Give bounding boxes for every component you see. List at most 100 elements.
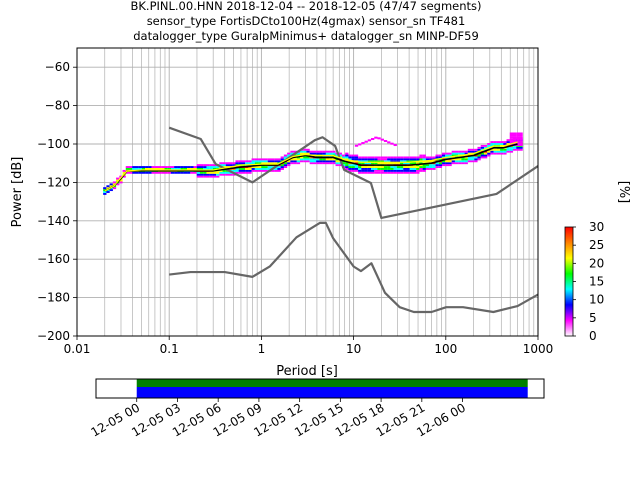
density-cell bbox=[387, 160, 391, 163]
density-cell bbox=[377, 169, 381, 172]
density-cell bbox=[248, 168, 252, 170]
density-cell bbox=[451, 160, 455, 163]
density-cell bbox=[332, 160, 336, 163]
density-cell bbox=[416, 156, 420, 159]
density-cell bbox=[380, 168, 384, 170]
y-tick-label: −60 bbox=[45, 60, 70, 74]
density-cell bbox=[503, 141, 507, 144]
density-cell bbox=[306, 150, 310, 153]
density-cell bbox=[480, 146, 485, 149]
density-cell bbox=[503, 143, 507, 145]
density-cell bbox=[422, 154, 426, 157]
density-cell bbox=[293, 160, 297, 163]
colorbar-tick-label: 0 bbox=[589, 329, 597, 343]
density-cell bbox=[406, 166, 410, 168]
density-cell bbox=[396, 168, 401, 170]
density-cell bbox=[125, 168, 130, 170]
density-cell bbox=[132, 166, 136, 168]
density-cell bbox=[245, 169, 249, 172]
density-cell bbox=[351, 168, 355, 170]
density-cell bbox=[364, 156, 368, 159]
density-cell bbox=[506, 141, 510, 144]
density-cell bbox=[145, 168, 149, 170]
density-cell bbox=[358, 158, 362, 161]
density-cell bbox=[222, 169, 226, 172]
density-cell bbox=[490, 152, 494, 155]
density-cell bbox=[290, 160, 294, 163]
density-cell bbox=[458, 162, 462, 165]
density-cell bbox=[229, 173, 233, 176]
density-cell bbox=[222, 162, 226, 165]
y-tick-label: −200 bbox=[37, 329, 70, 343]
density-cell bbox=[374, 171, 378, 174]
density-cell bbox=[374, 169, 378, 172]
density-cell bbox=[516, 144, 520, 146]
density-cell bbox=[445, 154, 449, 157]
density-cell bbox=[216, 166, 220, 168]
density-cell bbox=[354, 164, 359, 167]
density-cell bbox=[212, 166, 217, 168]
density-cell bbox=[296, 162, 301, 165]
density-cell bbox=[377, 168, 381, 170]
density-cell bbox=[274, 158, 278, 161]
density-cell bbox=[219, 171, 223, 174]
colorbar-tick-label: 30 bbox=[589, 220, 604, 234]
density-cell bbox=[409, 156, 414, 159]
density-cell bbox=[438, 162, 443, 165]
density-cell bbox=[370, 171, 375, 174]
density-cell bbox=[406, 158, 410, 161]
density-cell bbox=[251, 162, 255, 165]
density-cell bbox=[167, 166, 171, 168]
density-cell bbox=[348, 169, 352, 172]
density-cell bbox=[161, 168, 165, 170]
density-cell bbox=[496, 141, 501, 144]
density-cell bbox=[358, 169, 362, 172]
density-cell bbox=[183, 168, 188, 170]
density-cell bbox=[396, 162, 401, 165]
density-cell bbox=[348, 158, 352, 161]
density-cell bbox=[509, 134, 514, 137]
density-cell bbox=[164, 166, 168, 168]
density-cell bbox=[322, 160, 326, 163]
density-cell bbox=[474, 154, 478, 157]
density-cell bbox=[390, 168, 394, 170]
density-cell bbox=[454, 160, 459, 163]
psd-mean-line bbox=[104, 141, 518, 192]
x-tick-label: 10 bbox=[346, 342, 361, 356]
density-cell bbox=[319, 152, 323, 155]
density-cell bbox=[429, 160, 433, 163]
density-cell bbox=[445, 164, 449, 167]
density-cell bbox=[419, 158, 423, 161]
density-cell bbox=[219, 164, 223, 167]
density-cell bbox=[487, 154, 491, 157]
density-cell bbox=[516, 136, 520, 139]
density-cell bbox=[345, 154, 349, 157]
density-cell bbox=[409, 166, 414, 168]
density-cell bbox=[396, 160, 401, 163]
density-cell bbox=[422, 166, 426, 168]
density-cell bbox=[196, 173, 201, 176]
density-cell bbox=[267, 160, 272, 163]
density-cell bbox=[370, 168, 375, 170]
density-cell bbox=[503, 150, 507, 153]
density-cell bbox=[345, 168, 349, 170]
density-cell bbox=[206, 171, 210, 174]
density-cell bbox=[138, 168, 142, 170]
density-cell bbox=[496, 143, 501, 145]
density-cell bbox=[248, 169, 252, 172]
density-cell bbox=[287, 152, 291, 155]
density-cell bbox=[416, 162, 420, 165]
density-cell bbox=[258, 162, 262, 165]
y-axis-ticks: −60 −80 −100 −120 −140 −160 −180 −200 bbox=[37, 60, 77, 343]
density-cell bbox=[341, 162, 346, 165]
density-cell bbox=[467, 158, 472, 161]
density-cell bbox=[103, 187, 107, 190]
density-cell bbox=[406, 168, 410, 170]
density-cell bbox=[416, 168, 420, 170]
density-cell bbox=[464, 160, 468, 163]
density-cell bbox=[509, 148, 514, 151]
density-cell bbox=[300, 158, 304, 161]
density-cell bbox=[319, 158, 323, 161]
density-cell bbox=[471, 160, 475, 163]
density-cell bbox=[209, 166, 213, 168]
